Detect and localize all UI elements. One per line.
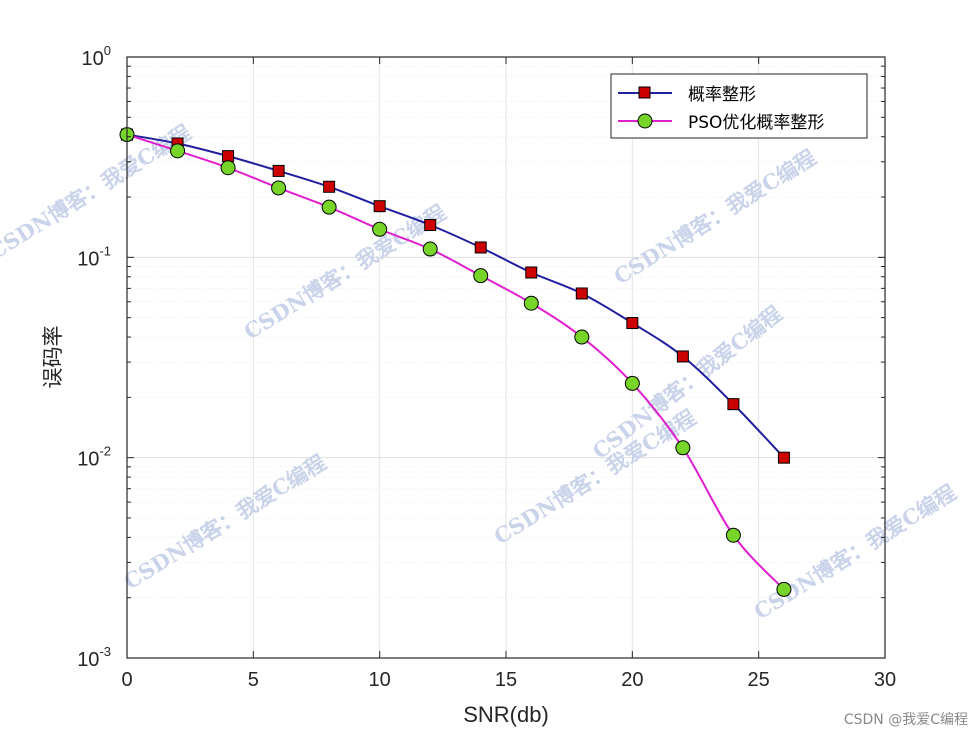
x-tick-label-0: 0 [121,669,132,691]
series-1-point-2 [222,150,235,163]
series-1-point-5 [373,200,386,213]
series-1-point-6 [424,219,437,232]
series-1-point-3 [272,164,285,177]
series-1-point-11 [676,350,689,363]
x-tick-label-4: 20 [621,669,643,691]
x-axis-label: SNR(db) [463,702,549,727]
series-1-point-9 [575,287,588,300]
legend: 概率整形 PSO优化概率整形 [610,73,868,139]
x-tick-label-2: 10 [369,669,391,691]
series-2-point-5 [372,221,388,237]
series-2-point-1 [170,143,186,159]
y-tick-label-1: 10-1 [77,243,111,270]
series-1-point-10 [626,317,639,330]
legend-label-series-1: 概率整形 [688,85,756,105]
series-2-point-4 [321,199,337,215]
series-1-point-8 [525,266,538,279]
series-2-point-11 [675,440,691,456]
series-2-point-12 [725,527,741,543]
legend-label-series-2: PSO优化概率整形 [688,113,824,133]
y-tick-label-0: 100 [82,43,111,70]
series-2-point-13 [776,581,792,597]
legend-marker-series-2 [637,113,653,129]
series-layer [119,127,792,597]
x-tick-label-3: 15 [495,669,517,691]
series-1-point-4 [323,180,336,193]
y-tick-label-2: 10-2 [77,444,111,471]
series-2-point-8 [523,295,539,311]
series-1-point-7 [474,241,487,254]
axis-ticks [126,56,886,659]
series-2-point-6 [422,241,438,257]
footer-credit: CSDN @我爱C编程 [844,712,968,728]
y-tick-label-3: 10-3 [77,644,111,671]
series-2-point-9 [574,329,590,345]
x-tick-label-6: 30 [874,669,896,691]
series-2-point-7 [473,268,489,284]
legend-box [610,73,868,139]
series-2-point-2 [220,160,236,176]
x-tick-label-1: 5 [248,669,259,691]
series-1-point-13 [777,451,790,464]
series-2-point-3 [271,180,287,196]
y-axis-label: 误码率 [41,326,65,389]
tick-labels: 0 5 10 15 20 25 30 100 10-1 10-2 10-3 [77,43,896,691]
legend-marker-series-1 [638,86,651,99]
x-tick-label-5: 25 [748,669,770,691]
series-1-point-12 [727,398,740,411]
series-2-point-10 [624,375,640,391]
